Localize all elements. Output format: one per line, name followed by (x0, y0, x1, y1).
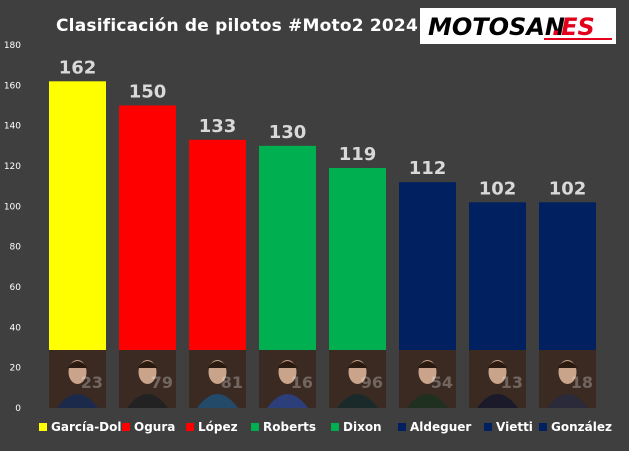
legend-swatch-6 (398, 423, 406, 431)
legend-swatch-1 (39, 423, 47, 431)
rider-photo-7: 13 (469, 350, 526, 408)
legend-label-5: Dixon (343, 420, 382, 434)
rider-number: 79 (151, 373, 173, 392)
legend-label-7: Vietti (496, 420, 533, 434)
data-label-5: 119 (339, 144, 377, 165)
y-tick-label: 80 (10, 243, 22, 253)
rider-number: 96 (361, 373, 383, 392)
legend-label-6: Aldeguer (410, 420, 471, 434)
chart-title: Clasificación de pilotos #Moto2 2024 (56, 16, 418, 36)
legend-swatch-2 (122, 423, 130, 431)
legend-label-3: López (198, 420, 238, 434)
y-tick-label: 160 (4, 81, 21, 91)
rider-number: 16 (291, 373, 313, 392)
rider-photo-3: 81 (189, 350, 246, 408)
data-label-2: 150 (129, 82, 167, 103)
rider-photo-6: 54 (399, 350, 456, 408)
rider-photo-1: 23 (49, 350, 106, 408)
data-label-4: 130 (269, 122, 307, 143)
rider-photo-8: 18 (539, 350, 596, 408)
rider-photo-4: 16 (259, 350, 316, 408)
legend-label-4: Roberts (263, 420, 316, 434)
legend-label-1: García-Dols (51, 420, 129, 434)
rider-number: 13 (501, 373, 523, 392)
legend-swatch-5 (331, 423, 339, 431)
legend-swatch-4 (251, 423, 259, 431)
rider-number: 18 (571, 373, 593, 392)
motosan-logo: MOTOSAN .ES (420, 8, 616, 44)
y-tick-label: 180 (4, 41, 21, 51)
logo-text-main: MOTOSAN (428, 13, 565, 41)
legend-label-2: Ogura (134, 420, 175, 434)
rider-photo-2: 79 (119, 350, 176, 408)
data-label-7: 102 (479, 178, 517, 199)
logo-text-suffix: .ES (552, 13, 595, 41)
y-tick-label: 100 (4, 202, 21, 212)
rider-number: 23 (81, 373, 103, 392)
y-tick-label: 0 (15, 404, 21, 414)
data-label-3: 133 (199, 116, 237, 137)
data-label-6: 112 (409, 158, 447, 179)
legend-label-8: González (551, 420, 612, 434)
y-tick-label: 140 (4, 122, 21, 132)
y-tick-label: 40 (10, 323, 22, 333)
y-tick-label: 20 (10, 364, 22, 374)
rider-photo-5: 96 (329, 350, 386, 408)
rider-number: 81 (221, 373, 243, 392)
data-label-8: 102 (549, 178, 587, 199)
legend-swatch-3 (186, 423, 194, 431)
data-label-1: 162 (59, 57, 97, 78)
y-tick-label: 120 (4, 162, 21, 172)
y-tick-label: 60 (10, 283, 22, 293)
rider-number: 54 (431, 373, 453, 392)
legend-swatch-7 (484, 423, 492, 431)
legend-swatch-8 (539, 423, 547, 431)
